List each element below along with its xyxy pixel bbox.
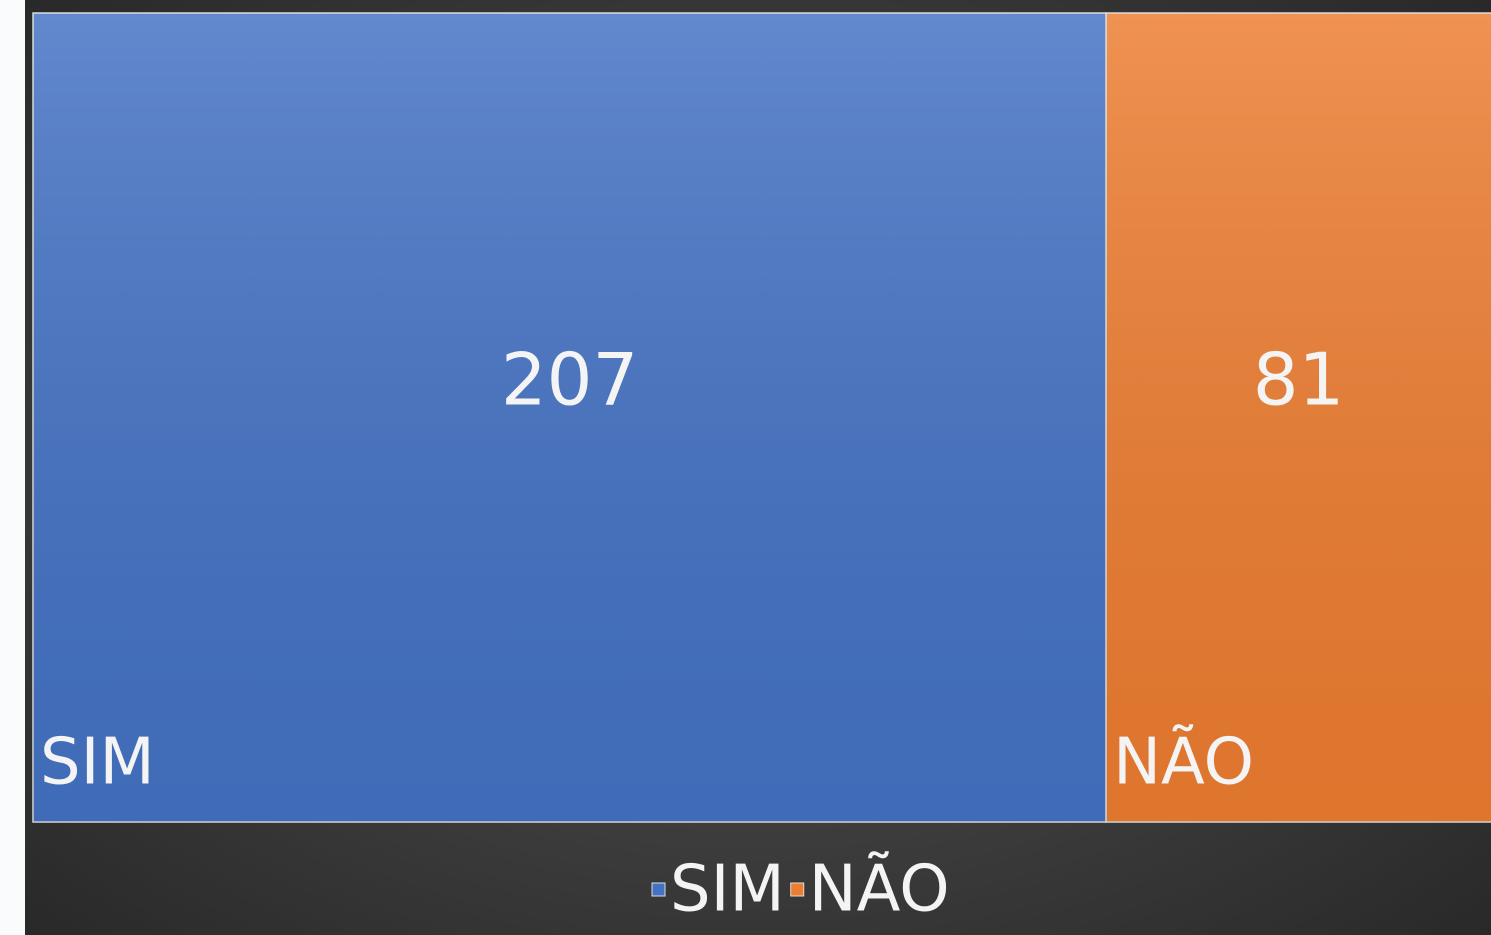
legend-swatch xyxy=(790,882,805,897)
legend-label: SIM xyxy=(670,853,785,927)
legend: SIM NÃO xyxy=(651,852,950,927)
category-label: SIM xyxy=(40,726,155,800)
value-label: 81 xyxy=(1253,338,1345,422)
legend-swatch xyxy=(651,882,666,897)
plot-area: 207 SIM 81 NÃO xyxy=(32,12,1491,823)
category-label: NÃO xyxy=(1113,725,1254,800)
legend-label: NÃO xyxy=(809,852,950,927)
value-label: 207 xyxy=(501,338,638,422)
